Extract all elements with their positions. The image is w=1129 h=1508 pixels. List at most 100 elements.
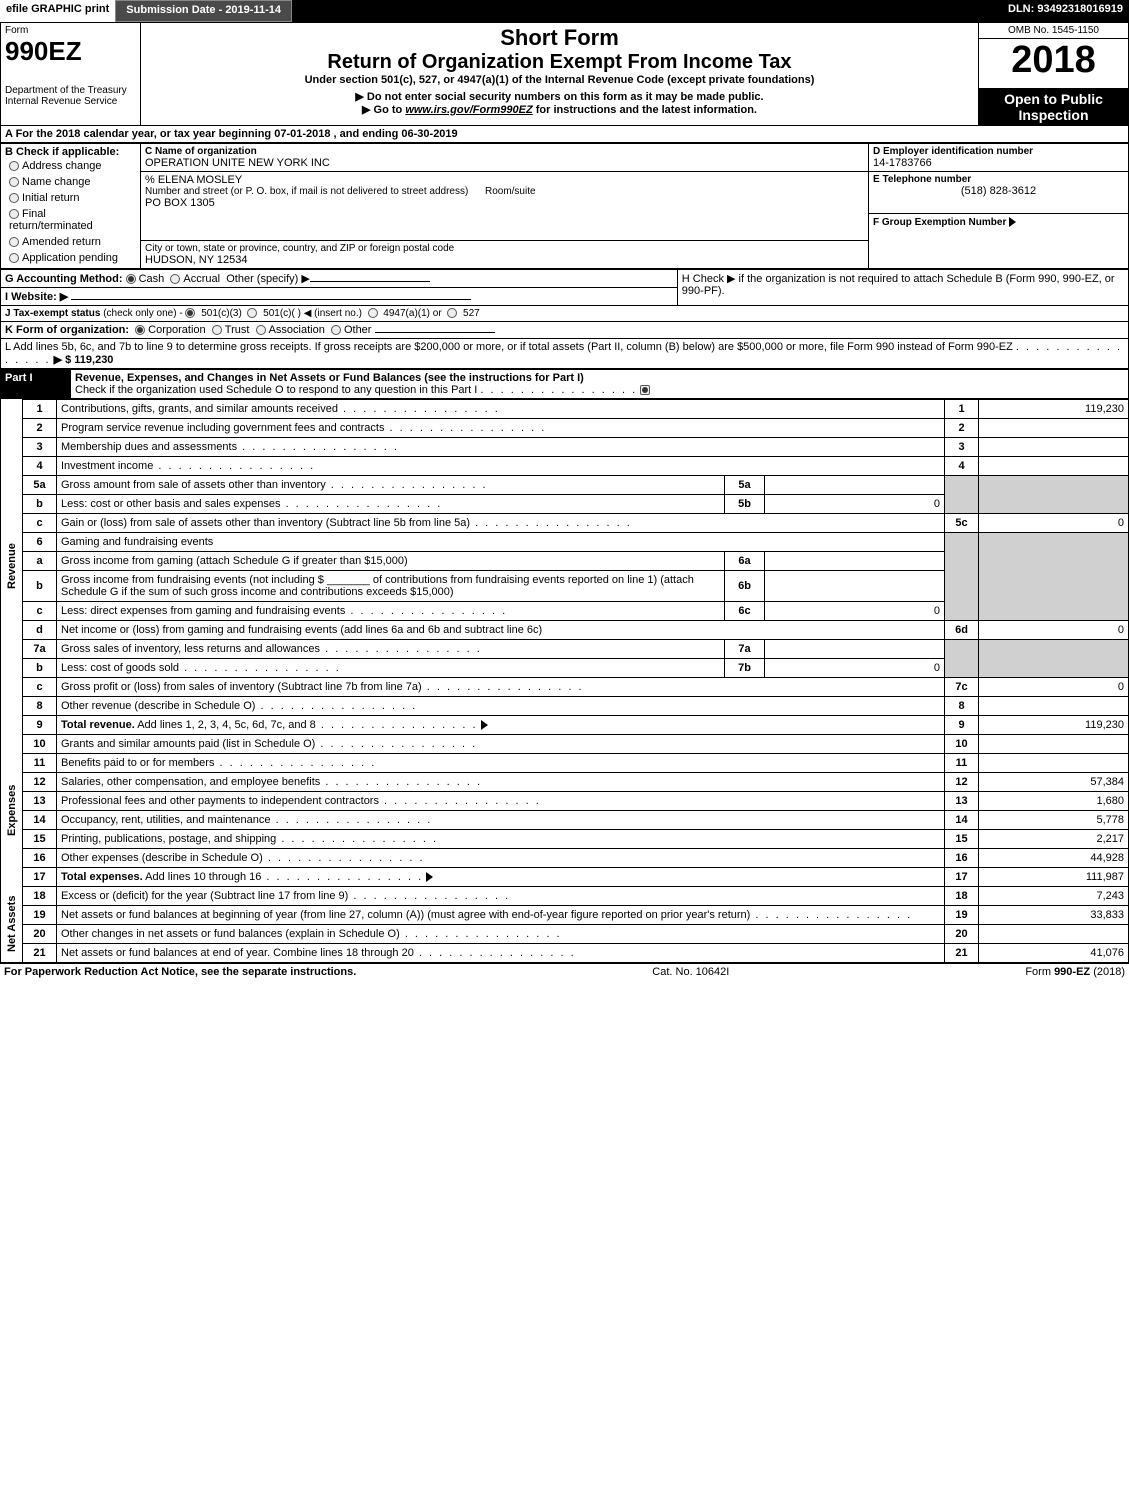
care-of: % ELENA MOSLEY bbox=[145, 174, 864, 186]
check-name-change-label: Name change bbox=[22, 176, 91, 188]
line-a-mid: , and ending bbox=[334, 128, 402, 140]
line-14-num: 14 bbox=[23, 810, 57, 829]
line-20-val bbox=[979, 924, 1129, 943]
line-7b-sub: 7b bbox=[725, 658, 765, 677]
line-4-desc: Investment income bbox=[61, 460, 153, 472]
line-21-desc: Net assets or fund balances at end of ye… bbox=[61, 947, 414, 959]
line-7c-val: 0 bbox=[979, 677, 1129, 696]
radio-cash[interactable] bbox=[126, 274, 136, 284]
part1-lines: Revenue 1 Contributions, gifts, grants, … bbox=[0, 399, 1129, 963]
check-initial-return-label: Initial return bbox=[22, 192, 79, 204]
line-12-val: 57,384 bbox=[979, 772, 1129, 791]
check-final-return[interactable]: Final return/terminated bbox=[5, 206, 136, 234]
radio-trust[interactable] bbox=[212, 325, 222, 335]
submission-date: Submission Date - 2019-11-14 bbox=[115, 0, 292, 22]
part1-check-text: Check if the organization used Schedule … bbox=[75, 384, 477, 396]
line-9-val: 119,230 bbox=[979, 715, 1129, 734]
form-word: Form bbox=[5, 25, 136, 36]
box-e-label: E Telephone number bbox=[873, 174, 1124, 185]
note-ssn: ▶ Do not enter social security numbers o… bbox=[145, 90, 974, 103]
box-b-title: B Check if applicable: bbox=[5, 146, 136, 158]
dln-label: DLN: 93492318016919 bbox=[1002, 0, 1129, 22]
line-20-num: 20 bbox=[23, 924, 57, 943]
line-6-shade-val bbox=[979, 532, 1129, 620]
radio-corporation[interactable] bbox=[135, 325, 145, 335]
line-6b-subval bbox=[765, 570, 945, 601]
footer-right: Form 990-EZ (2018) bbox=[1025, 966, 1125, 978]
line-17-val: 111,987 bbox=[979, 867, 1129, 886]
line-6b-sub: 6b bbox=[725, 570, 765, 601]
line-8-ln: 8 bbox=[945, 696, 979, 715]
radio-4947[interactable] bbox=[368, 308, 378, 318]
triangle-icon bbox=[426, 872, 433, 882]
triangle-icon bbox=[1009, 217, 1016, 227]
other-org-line[interactable] bbox=[375, 332, 495, 333]
check-name-change[interactable]: Name change bbox=[5, 174, 136, 190]
line-17-ln: 17 bbox=[945, 867, 979, 886]
check-address-change[interactable]: Address change bbox=[5, 158, 136, 174]
street-label: Number and street (or P. O. box, if mail… bbox=[145, 186, 864, 197]
line-2-num: 2 bbox=[23, 418, 57, 437]
line-7a-desc: Gross sales of inventory, less returns a… bbox=[61, 643, 320, 655]
radio-501c[interactable] bbox=[247, 308, 257, 318]
line-19-desc: Net assets or fund balances at beginning… bbox=[61, 909, 750, 921]
box-f-label: F Group Exemption Number bbox=[873, 217, 1006, 228]
part1-title: Revenue, Expenses, and Changes in Net As… bbox=[75, 372, 584, 384]
line-21-ln: 21 bbox=[945, 943, 979, 962]
radio-association[interactable] bbox=[256, 325, 266, 335]
line-13-num: 13 bbox=[23, 791, 57, 810]
radio-527[interactable] bbox=[447, 308, 457, 318]
line-7c-num: c bbox=[23, 677, 57, 696]
gross-receipts-amount: ▶ $ 119,230 bbox=[54, 354, 114, 366]
line-7a-subval bbox=[765, 639, 945, 658]
line-2-desc: Program service revenue including govern… bbox=[61, 422, 384, 434]
row-l: L Add lines 5b, 6c, and 7b to line 9 to … bbox=[1, 338, 1129, 368]
part1-check-box[interactable] bbox=[640, 385, 650, 395]
website-line[interactable] bbox=[71, 299, 471, 300]
line-7c-ln: 7c bbox=[945, 677, 979, 696]
meta-block: G Accounting Method: Cash Accrual Other … bbox=[0, 269, 1129, 369]
other-specify-line[interactable] bbox=[310, 281, 430, 282]
top-bar: efile GRAPHIC print Submission Date - 20… bbox=[0, 0, 1129, 22]
line-4-num: 4 bbox=[23, 456, 57, 475]
line-12-ln: 12 bbox=[945, 772, 979, 791]
line-16-num: 16 bbox=[23, 848, 57, 867]
radio-other-org[interactable] bbox=[331, 325, 341, 335]
line-12-num: 12 bbox=[23, 772, 57, 791]
line-3-desc: Membership dues and assessments bbox=[61, 441, 237, 453]
line-6b-num: b bbox=[23, 570, 57, 601]
line-6d-ln: 6d bbox=[945, 620, 979, 639]
omb-number: OMB No. 1545-1150 bbox=[979, 23, 1128, 39]
line-6a-subval bbox=[765, 551, 945, 570]
line-6d-val: 0 bbox=[979, 620, 1129, 639]
note-goto-post: for instructions and the latest informat… bbox=[533, 104, 757, 116]
check-application-pending[interactable]: Application pending bbox=[5, 250, 136, 266]
line-5a-desc: Gross amount from sale of assets other t… bbox=[61, 479, 326, 491]
line-11-num: 11 bbox=[23, 753, 57, 772]
check-application-pending-label: Application pending bbox=[22, 252, 118, 264]
line-12-desc: Salaries, other compensation, and employ… bbox=[61, 776, 320, 788]
line-6-desc: Gaming and fundraising events bbox=[57, 532, 945, 551]
line-1-ln: 1 bbox=[945, 399, 979, 418]
line-19-ln: 19 bbox=[945, 905, 979, 924]
note-goto-pre: ▶ Go to bbox=[362, 104, 405, 116]
line-7ab-shade-val bbox=[979, 639, 1129, 677]
irs-link[interactable]: www.irs.gov/Form990EZ bbox=[405, 104, 532, 116]
line-6d-desc: Net income or (loss) from gaming and fun… bbox=[57, 620, 945, 639]
line-6-shade bbox=[945, 532, 979, 620]
line-4-val bbox=[979, 456, 1129, 475]
line-6c-num: c bbox=[23, 601, 57, 620]
line-15-desc: Printing, publications, postage, and shi… bbox=[61, 833, 276, 845]
check-initial-return[interactable]: Initial return bbox=[5, 190, 136, 206]
footer-left: For Paperwork Reduction Act Notice, see … bbox=[4, 966, 356, 978]
line-6a-sub: 6a bbox=[725, 551, 765, 570]
line-14-val: 5,778 bbox=[979, 810, 1129, 829]
subtitle: Under section 501(c), 527, or 4947(a)(1)… bbox=[145, 74, 974, 86]
line-19-val: 33,833 bbox=[979, 905, 1129, 924]
check-amended-return[interactable]: Amended return bbox=[5, 234, 136, 250]
line-14-desc: Occupancy, rent, utilities, and maintena… bbox=[61, 814, 271, 826]
radio-accrual[interactable] bbox=[170, 274, 180, 284]
line-8-num: 8 bbox=[23, 696, 57, 715]
dept-treasury: Department of the Treasury bbox=[5, 85, 136, 96]
radio-501c3[interactable] bbox=[185, 308, 195, 318]
